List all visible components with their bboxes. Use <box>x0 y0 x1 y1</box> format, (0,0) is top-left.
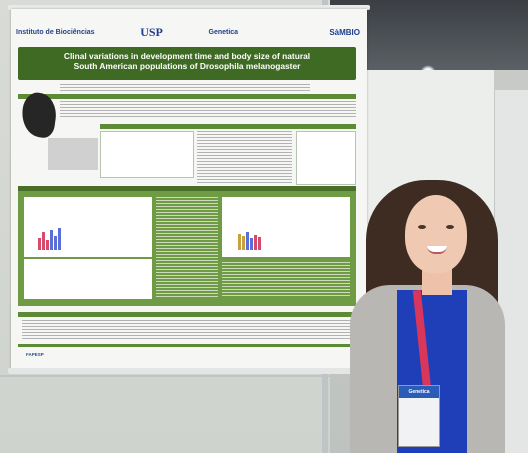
logo-sambio: SàMBIO <box>329 27 360 37</box>
badge-event-name: Genetica <box>399 386 439 398</box>
logo-usp: USP <box>140 24 163 39</box>
poster-section-bar <box>18 312 356 317</box>
poster-section-bar <box>18 344 356 347</box>
poster-title-line1: Clinal variations in development time an… <box>63 51 311 61</box>
person-smile <box>427 246 447 254</box>
poster-section-bar <box>100 124 356 129</box>
results-text <box>156 197 218 297</box>
results-chart-development <box>24 197 152 257</box>
poster-authors <box>60 84 310 91</box>
person-face <box>405 195 467 273</box>
person-eye <box>418 225 426 229</box>
logo-fapesp: FAPESP <box>26 352 44 357</box>
poster-stand-rail <box>0 375 330 377</box>
poster-logo-row: Instituto de Biociências USP Genetica Sà… <box>16 18 360 46</box>
map-detail <box>48 138 98 170</box>
poster-title-line2: South American populations of Drosophila… <box>73 61 301 71</box>
poster-roll-top <box>8 5 370 10</box>
person-eye <box>446 225 454 229</box>
results-caption <box>222 262 350 298</box>
methods-figure <box>100 131 194 178</box>
poster-roll-bottom <box>8 368 370 374</box>
poster-title-bar: Clinal variations in development time an… <box>18 47 356 80</box>
poster-discussion-text <box>22 320 352 340</box>
chart-bars-left <box>38 215 61 250</box>
results-chart-temperature <box>24 259 152 299</box>
logo-genetica: Genetica <box>208 28 239 36</box>
chart-bars-right <box>238 215 261 250</box>
poster-section-bar <box>18 186 356 191</box>
conference-badge: Genetica <box>398 385 440 447</box>
poster-section-bar <box>18 94 356 99</box>
poster-introduction-text <box>60 101 356 119</box>
fly-image <box>296 131 356 185</box>
methods-text <box>197 131 292 183</box>
logo-instituto: Instituto de Biociências <box>16 28 95 36</box>
